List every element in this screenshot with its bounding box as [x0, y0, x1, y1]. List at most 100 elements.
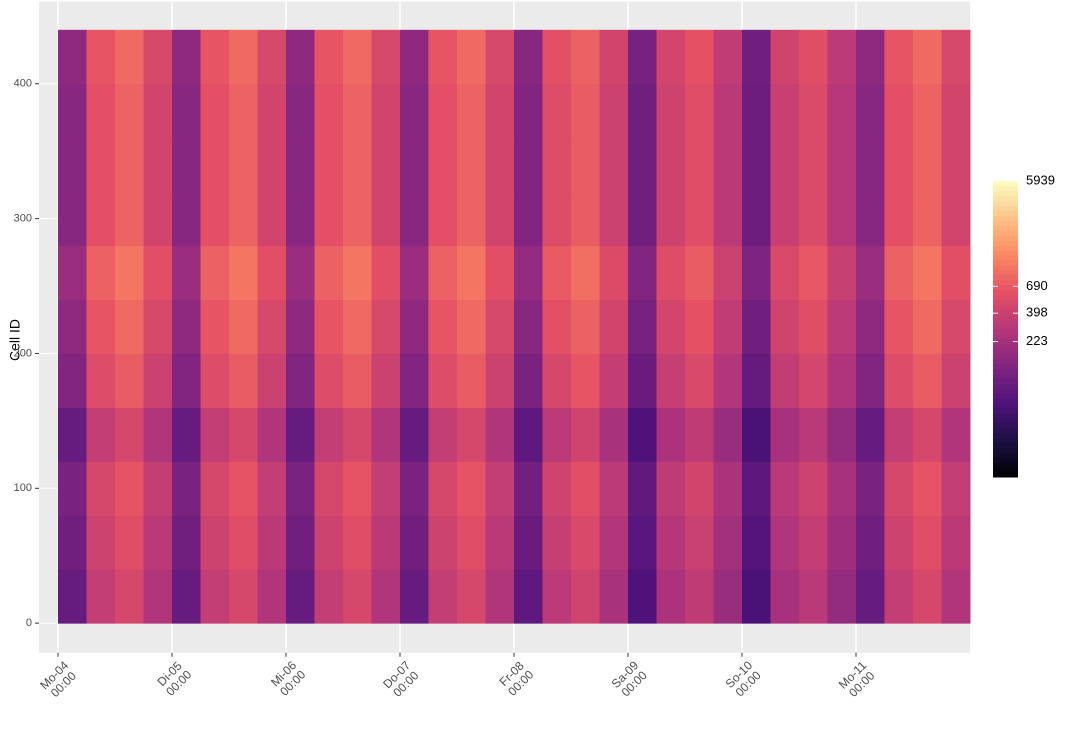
heat-cell	[799, 83, 828, 139]
heat-cell	[371, 83, 401, 139]
heat-cell	[599, 515, 629, 570]
heat-cell	[628, 299, 657, 354]
heat-cell	[941, 569, 971, 624]
heat-cell	[257, 29, 287, 85]
heat-cell	[200, 407, 230, 462]
colorbar-label: 398	[1026, 305, 1048, 320]
colorbar-label: 223	[1026, 333, 1048, 348]
heat-cell	[827, 515, 857, 570]
heat-cell	[770, 407, 800, 462]
heat-cell	[172, 515, 201, 570]
heat-cell	[941, 191, 971, 247]
heat-cell	[115, 191, 144, 247]
heat-cell	[143, 515, 173, 570]
heat-cell	[314, 407, 344, 462]
heat-cell	[856, 461, 885, 516]
colorbar-segment	[993, 289, 1018, 295]
colorbar-segment	[993, 437, 1018, 443]
colorbar-segment	[993, 284, 1018, 291]
heat-cell	[314, 191, 344, 247]
heat-cell	[599, 569, 629, 624]
heat-cell	[799, 137, 828, 193]
heat-cell	[343, 407, 372, 462]
colorbar-segment	[993, 383, 1018, 389]
heat-cell	[343, 137, 372, 193]
heat-cell	[143, 245, 173, 301]
heat-cell	[485, 137, 515, 193]
heat-cell	[58, 515, 87, 570]
colorbar-segment	[993, 200, 1018, 207]
heat-cell	[685, 29, 714, 85]
colorbar-segment	[993, 245, 1018, 251]
heat-cell	[656, 299, 686, 354]
heat-cell	[286, 83, 315, 139]
heat-cell	[742, 569, 771, 624]
heat-cell	[713, 353, 743, 408]
colorbar-segment	[993, 329, 1018, 335]
heat-cell	[770, 191, 800, 247]
colorbar-segment	[993, 363, 1018, 369]
heat-cell	[742, 191, 771, 247]
colorbar-segment	[993, 447, 1018, 453]
heat-cell	[628, 515, 657, 570]
heat-cell	[856, 569, 885, 624]
heat-cell	[286, 191, 315, 247]
heat-cell	[599, 407, 629, 462]
colorbar-segment	[993, 235, 1018, 241]
heat-cell	[685, 83, 714, 139]
heat-cell	[827, 407, 857, 462]
heat-cell	[172, 83, 201, 139]
heat-cell	[172, 137, 201, 193]
heat-cell	[229, 407, 258, 462]
heat-cell	[229, 515, 258, 570]
heat-cell	[229, 245, 258, 301]
heat-cell	[58, 29, 87, 85]
heat-cell	[599, 461, 629, 516]
colorbar-segment	[993, 264, 1018, 271]
heat-cell	[428, 83, 458, 139]
heat-cell	[200, 29, 230, 85]
heat-cell	[58, 299, 87, 354]
colorbar-segment	[993, 195, 1018, 202]
colorbar-segment	[993, 225, 1018, 231]
colorbar-segment	[993, 240, 1018, 246]
heat-cell	[86, 407, 116, 462]
colorbar-segment	[993, 299, 1018, 305]
colorbar-segment	[993, 205, 1018, 212]
heat-cell	[742, 83, 771, 139]
heat-cell	[86, 245, 116, 301]
heat-cell	[599, 83, 629, 139]
heat-cell	[229, 353, 258, 408]
heat-cell	[485, 461, 515, 516]
heat-cell	[742, 299, 771, 354]
colorbar-segment	[993, 250, 1018, 256]
heat-cell	[314, 83, 344, 139]
colorbar-segment	[993, 388, 1018, 394]
heat-cell	[400, 29, 429, 85]
heat-cell	[799, 353, 828, 408]
heat-cell	[884, 569, 914, 624]
heat-cell	[457, 461, 486, 516]
colorbar-segment	[993, 185, 1018, 192]
heat-cell	[770, 353, 800, 408]
heat-cell	[628, 245, 657, 301]
heat-cell	[742, 245, 771, 301]
heat-cell	[428, 299, 458, 354]
colorbar-segment	[993, 407, 1018, 414]
heat-cell	[371, 299, 401, 354]
heat-cell	[115, 29, 144, 85]
heat-cell	[884, 137, 914, 193]
heat-cell	[713, 515, 743, 570]
heat-cell	[86, 299, 116, 354]
colorbar-segment	[993, 462, 1018, 468]
colorbar-segment	[993, 210, 1018, 217]
heat-cell	[685, 137, 714, 193]
heat-cell	[514, 461, 543, 516]
heat-cell	[913, 461, 942, 516]
heat-cell	[770, 515, 800, 570]
heat-cell	[713, 245, 743, 301]
heat-cell	[542, 353, 572, 408]
colorbar-label: 5939	[1026, 172, 1055, 187]
heat-cell	[514, 137, 543, 193]
